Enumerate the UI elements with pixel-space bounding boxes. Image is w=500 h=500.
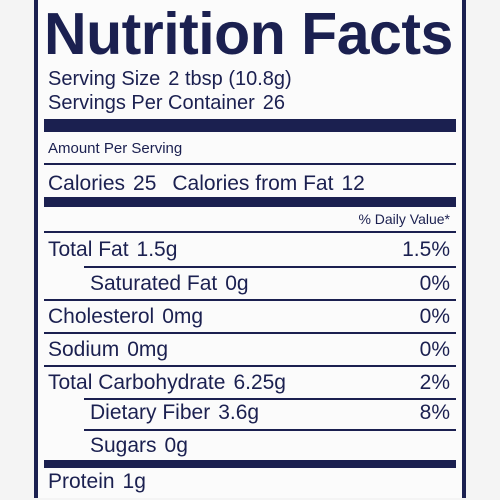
daily-value-header: % Daily Value* [358,211,450,227]
label: Dietary Fiber [90,401,211,424]
nutrient-row: Sodium 0mg 0% [48,338,450,364]
daily-value: 0% [419,305,450,328]
label: Saturated Fat [90,272,218,295]
amount: 0mg [127,338,169,361]
value: 12 [341,172,365,195]
amount: 0g [225,272,249,295]
amount: 1.5g [136,238,178,261]
amount: 0mg [162,305,204,328]
value: 25 [133,172,157,195]
daily-value: 0% [419,272,450,295]
rule [44,231,456,233]
rule [84,429,456,431]
nutrient-row: Dietary Fiber 3.6g 8% [90,401,450,427]
thick-rule [44,460,456,468]
nutrient-row: Cholesterol 0mg 0% [48,305,450,331]
servings-per-container: Servings Per Container 26 [48,92,285,115]
thick-rule [44,197,456,207]
value: 2 tbsp (10.8g) [168,68,292,90]
amount-per-serving: Amount Per Serving [48,140,183,157]
thick-rule [44,119,456,132]
amount: 3.6g [218,401,260,424]
title: Nutrition Facts [44,1,453,67]
rule [44,332,456,334]
daily-value: 0% [419,338,450,361]
amount: 6.25g [233,371,286,394]
rule [44,365,456,367]
label: Total Carbohydrate [48,371,226,394]
nutrition-label: Nutrition Facts Serving Size 2 tbsp (10.8… [34,0,466,498]
label: Calories from Fat [172,172,334,195]
nutrient-row: Total Fat 1.5g 1.5% [48,238,450,264]
label: Sugars [90,434,157,457]
calories: Calories 25 Calories from Fat 12 [48,172,365,196]
label: Protein [48,470,115,493]
rule [44,299,456,301]
rule [84,398,456,400]
amount: 0g [164,434,188,457]
nutrient-row: Total Carbohydrate 6.25g 2% [48,371,450,397]
label: Cholesterol [48,305,155,328]
label: Serving Size [48,68,161,90]
daily-value: 2% [419,371,450,394]
label: Sodium [48,338,120,361]
rule [84,266,456,268]
value: 26 [262,92,286,114]
label: Total Fat [48,238,129,261]
rule [44,163,456,165]
label: Calories [48,172,126,195]
label: Servings Per Container [48,92,255,114]
daily-value: 8% [419,401,450,424]
amount: 1g [122,470,146,493]
nutrient-row: Protein 1g [48,470,450,496]
serving-size: Serving Size 2 tbsp (10.8g) [48,68,292,91]
nutrient-row: Saturated Fat 0g 0% [90,272,450,298]
nutrient-row: Sugars 0g [90,434,450,460]
daily-value: 1.5% [402,238,450,261]
